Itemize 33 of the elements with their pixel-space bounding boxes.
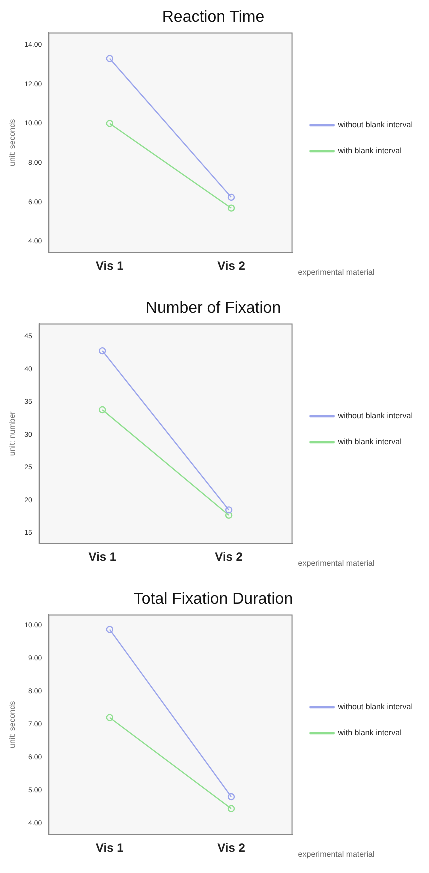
point	[228, 805, 236, 812]
x-tick-label: Vis 2	[218, 841, 246, 856]
legend-label: with blank interval	[337, 438, 402, 447]
legend-label: with blank interval	[337, 728, 402, 738]
point	[228, 204, 236, 212]
legend-label: without blank interval	[337, 412, 414, 421]
point	[225, 512, 233, 520]
x-axis-title: experimental material	[298, 558, 375, 568]
x-axis-title: experimental material	[298, 268, 375, 277]
point	[106, 55, 114, 62]
y-axis-title: unit: number	[8, 411, 18, 456]
point	[106, 714, 114, 722]
y-axis-title: unit: seconds	[8, 701, 18, 748]
x-axis-title: experimental material	[298, 850, 375, 859]
chart-title: Number of Fixation	[146, 300, 282, 318]
chart-title: Reaction Time	[162, 9, 265, 26]
x-tick-label: Vis 2	[215, 550, 244, 564]
point	[99, 406, 106, 414]
x-tick-label: Vis 2	[218, 259, 246, 274]
legend-label: without blank interval	[337, 702, 414, 712]
x-tick-label: Vis 1	[88, 550, 117, 564]
y-axis-title: unit: seconds	[8, 119, 18, 166]
chart-title: Total Fixation Duration	[134, 591, 294, 608]
x-tick-label: Vis 1	[96, 259, 124, 274]
legend-label: with blank interval	[337, 146, 402, 156]
point	[228, 793, 236, 801]
x-tick-label: Vis 1	[96, 841, 124, 856]
point	[99, 347, 106, 355]
point	[106, 626, 114, 634]
point	[106, 120, 114, 128]
point	[225, 506, 233, 514]
legend-label: without blank interval	[337, 120, 414, 130]
point	[228, 194, 236, 202]
